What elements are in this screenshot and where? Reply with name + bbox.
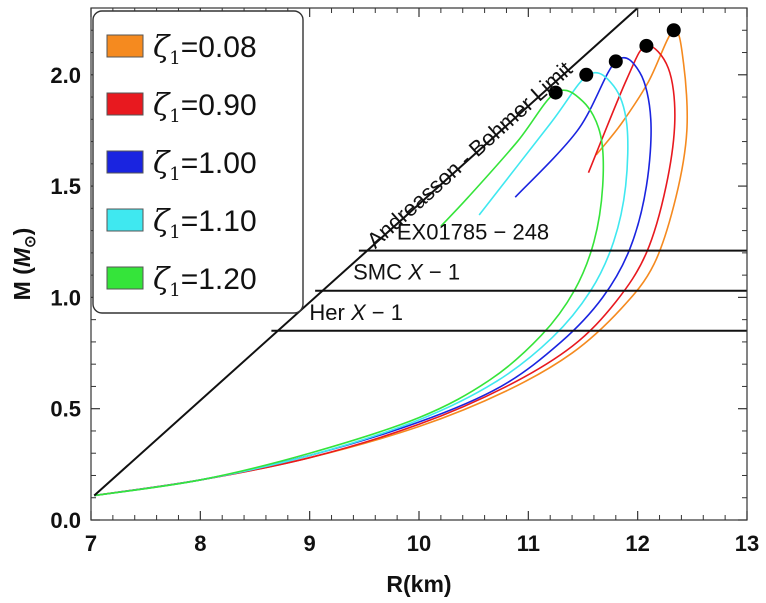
max-mass-point-1: [639, 38, 654, 53]
observation-label-part: SMC: [353, 260, 408, 285]
legend-entry: ζ1=1.10: [153, 204, 257, 243]
legend-subscript: 1: [169, 222, 180, 243]
series-line-4: [94, 89, 605, 497]
observation-label-part: Her: [309, 300, 351, 325]
legend-swatch: [106, 266, 144, 290]
observation-label-part: EX01785 − 248: [397, 220, 549, 245]
legend-zeta: ζ: [153, 30, 171, 65]
x-tick-label: 7: [85, 531, 97, 556]
observation-label: Her X − 1: [309, 300, 403, 325]
legend-swatch: [106, 208, 144, 232]
observation-label-part: X: [350, 300, 367, 325]
legend-swatch: [106, 34, 144, 58]
x-tick-label: 8: [194, 531, 206, 556]
observation-label-part: − 1: [423, 260, 460, 285]
legend-box: [92, 10, 304, 314]
legend-entry: ζ1=0.08: [153, 30, 257, 69]
legend-value: =1.00: [181, 147, 257, 180]
observation-label-part: X: [407, 260, 424, 285]
legend-zeta: ζ: [153, 88, 171, 123]
legend-subscript: 1: [169, 48, 180, 69]
legend-zeta: ζ: [153, 146, 171, 181]
legend-zeta: ζ: [153, 204, 171, 239]
legend-subscript: 1: [169, 280, 180, 301]
plot-area: [94, 23, 689, 497]
x-tick-label: 10: [407, 531, 431, 556]
legend-swatch: [106, 150, 144, 174]
max-mass-point-0: [666, 23, 681, 38]
legend-swatch: [106, 92, 144, 116]
y-axis-label-unit: M: [9, 247, 35, 267]
y-tick-label: 1.5: [50, 174, 81, 199]
x-tick-label: 11: [517, 531, 540, 556]
y-axis-label-subscript: ⊙: [22, 235, 39, 248]
y-axis-label-main: M (: [9, 267, 35, 301]
y-tick-label: 2.0: [50, 63, 81, 88]
legend-value: =1.10: [181, 205, 257, 238]
legend-value: =0.90: [181, 89, 257, 122]
legend-subscript: 1: [169, 164, 180, 185]
legend-value: =1.20: [181, 263, 257, 296]
y-tick-label: 0.0: [50, 508, 81, 533]
y-tick-label: 1.0: [50, 285, 81, 310]
y-axis-label: M (M⊙): [9, 228, 39, 301]
legend-zeta: ζ: [153, 262, 171, 297]
y-axis-label-close: ): [9, 228, 35, 236]
legend-subscript: 1: [169, 106, 180, 127]
legend-entry: ζ1=1.00: [153, 146, 257, 185]
y-tick-label: 0.5: [50, 397, 81, 422]
legend-value: =0.08: [181, 31, 257, 64]
observation-label: EX01785 − 248: [397, 220, 549, 245]
max-mass-point-2: [608, 54, 623, 69]
legend-entry: ζ1=0.90: [153, 88, 257, 127]
legend-entry: ζ1=1.20: [153, 262, 257, 301]
bohmer-limit-line: [93, 7, 639, 497]
axes: 7 8 9 10 11 12 130.00.51.01.52.0R(km)M (M⊙): [9, 7, 759, 597]
max-mass-point-4: [548, 85, 563, 100]
x-tick-label: 12: [625, 531, 649, 556]
max-mass-point-3: [579, 67, 594, 82]
x-axis-label: R(km): [386, 571, 451, 597]
observation-label-part: − 1: [366, 300, 403, 325]
x-tick-label: 13: [735, 531, 759, 556]
x-tick-label: 9: [304, 531, 316, 556]
observation-label: SMC X − 1: [353, 260, 460, 285]
